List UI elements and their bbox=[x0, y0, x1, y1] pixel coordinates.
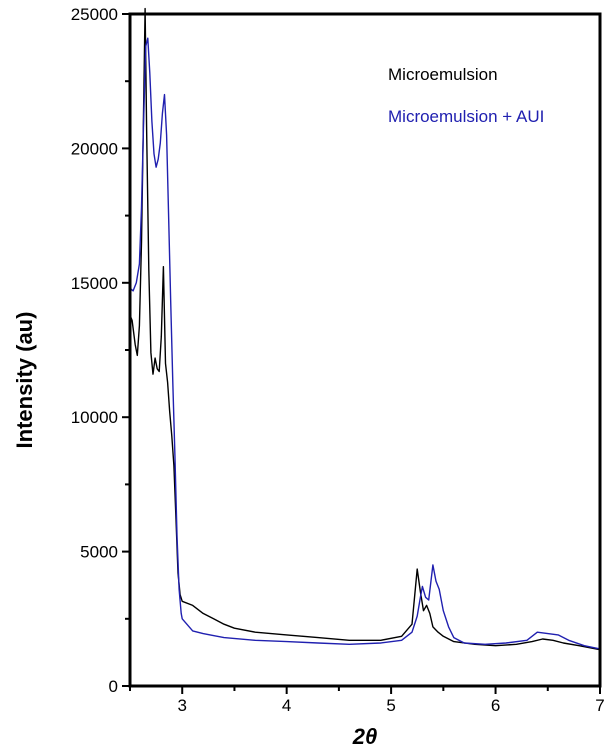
legend-entry-microemulsion-aui: Microemulsion + AUI bbox=[388, 107, 544, 126]
x-axis-title: 2θ bbox=[352, 724, 378, 749]
x-tick-label: 5 bbox=[386, 696, 395, 715]
x-tick-label: 6 bbox=[491, 696, 500, 715]
y-tick-label: 5000 bbox=[80, 543, 118, 562]
series-line-1 bbox=[129, 37, 601, 650]
y-tick-label: 25000 bbox=[71, 5, 118, 24]
x-tick-label: 7 bbox=[595, 696, 604, 715]
series-line-0 bbox=[129, 7, 601, 651]
y-tick-label: 20000 bbox=[71, 139, 118, 158]
y-tick-label: 0 bbox=[109, 677, 118, 696]
x-tick-label: 3 bbox=[177, 696, 186, 715]
series-layer bbox=[129, 7, 601, 651]
legend-entry-microemulsion: Microemulsion bbox=[388, 65, 498, 84]
y-tick-label: 10000 bbox=[71, 408, 118, 427]
y-axis-title: Intensity (au) bbox=[12, 312, 37, 449]
ticks-layer: 3 4 5 6 7 0 5000 10000 15000 20000 25000 bbox=[71, 5, 605, 715]
y-tick-label: 15000 bbox=[71, 274, 118, 293]
legend: Microemulsion Microemulsion + AUI bbox=[388, 65, 544, 126]
x-tick-label: 4 bbox=[282, 696, 291, 715]
